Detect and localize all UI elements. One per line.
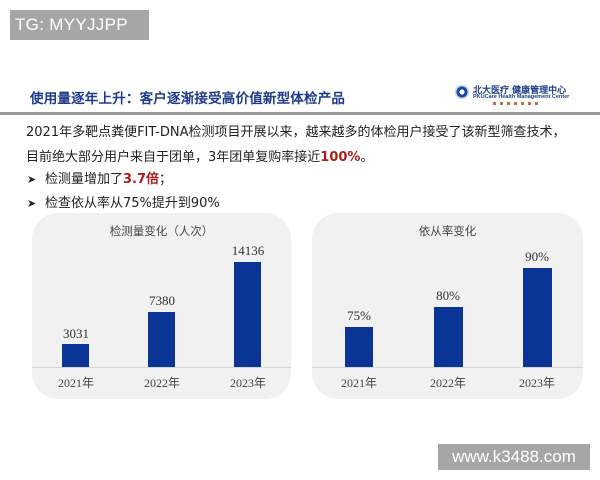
arrow-right-icon: ➤ [27,197,37,210]
value-label: 75% [347,308,371,323]
intro-line-2-text: 目前绝大部分用户来自于团单，3年团单复购率接近 [26,150,321,165]
value-label: 7380 [149,293,175,308]
value-label: 3031 [63,326,89,341]
intro-line-2-suffix: 。 [360,150,374,165]
bullet-highlight: 3.7倍 [123,172,160,187]
bullet-compliance: ➤ 检查依从率从75%提升到90% [27,192,220,211]
repurchase-rate-highlight: 100% [320,150,361,165]
chart-title: 检测量变化（人次） [109,224,214,238]
category-label: 2021年 [57,376,94,390]
intro-line-1: 2021年多靶点粪便FIT-DNA检测项目开展以来，越来越多的体检用户接受了该新… [26,125,566,140]
watermark-top: TG: MYYJJPP [10,10,149,40]
bar-2023 [523,268,552,367]
bar-2022 [148,312,175,367]
logo: 北大医疗 健康管理中心 PKUCare Health Management Ce… [455,80,595,110]
category-label: 2023年 [518,376,555,390]
logo-en-text: PKUCare Health Management Center [473,94,570,100]
value-label: 90% [525,249,549,264]
slide-title: 使用量逐年上升：客户逐渐接受高价值新型体检产品 [30,91,346,107]
chart-panel-compliance: 依从率变化 75% 2021年 80% 2022年 90% 2023年 [312,213,583,399]
bullet-suffix: ； [159,172,173,187]
arrow-right-icon: ➤ [27,173,37,186]
value-label: 80% [436,288,460,303]
intro-paragraph: 2021年多靶点粪便FIT-DNA检测项目开展以来，越来越多的体检用户接受了该新… [26,120,596,170]
category-label: 2022年 [143,376,180,390]
header-divider [0,112,600,115]
bar-2023 [234,262,261,367]
bullet-text: 检测量增加了 [45,172,124,187]
intro-line-2: 目前绝大部分用户来自于团单，3年团单复购率接近100%。 [26,145,596,170]
chart-title: 依从率变化 [418,224,477,238]
bar-2022 [434,307,463,367]
bar-2021 [345,327,373,367]
x-axis-line [32,367,291,368]
x-axis-line [312,367,583,368]
logo-subtitle-dots [493,102,538,105]
chart-panel-volume: 检测量变化（人次） 3031 2021年 7380 2022年 14136 20… [32,213,291,399]
category-label: 2023年 [229,376,266,390]
category-label: 2022年 [429,376,466,390]
value-label: 14136 [231,243,265,258]
watermark-bottom: www.k3488.com [438,444,590,470]
bullet-text: 检查依从率从75%提升到90% [45,196,220,211]
bullet-volume: ➤ 检测量增加了3.7倍； [27,168,172,187]
logo-cn-text: 北大医疗 健康管理中心 [473,86,567,96]
category-label: 2021年 [340,376,377,390]
bar-2021 [62,344,89,367]
pku-emblem-icon [455,85,469,99]
